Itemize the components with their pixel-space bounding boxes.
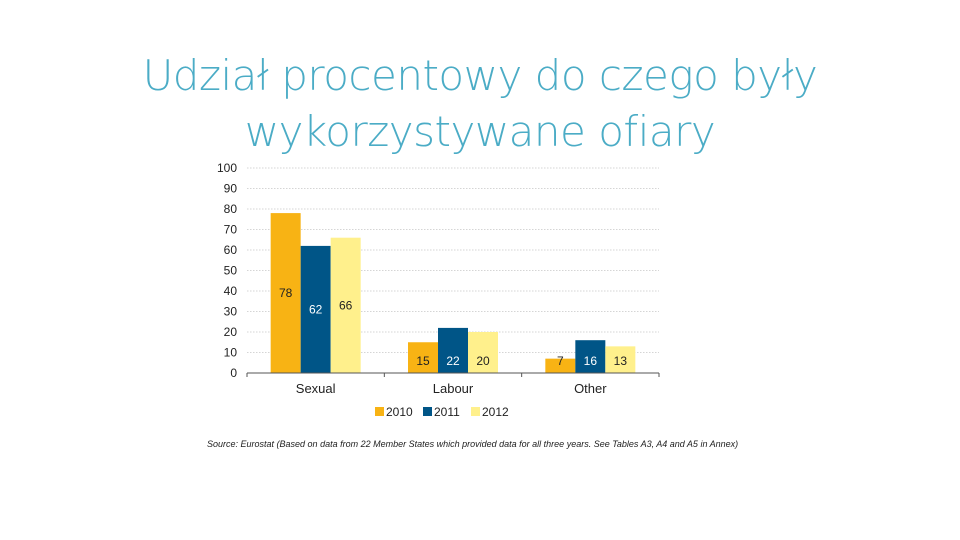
slide-title: Udział procentowy do czego były wykorzys…	[0, 48, 960, 160]
legend-label-2010: 2010	[386, 405, 413, 419]
data-label: 16	[584, 354, 598, 368]
y-tick-label: 100	[217, 161, 237, 175]
data-labels: 78 62 66 15 22 20 7 16 13	[279, 286, 627, 368]
data-label: 20	[476, 354, 490, 368]
y-tick-label: 10	[224, 346, 238, 360]
data-label: 22	[446, 354, 460, 368]
data-label: 66	[339, 298, 353, 312]
source-note: Source: Eurostat (Based on data from 22 …	[207, 439, 739, 449]
x-tick-label: Sexual	[296, 381, 336, 396]
bars	[270, 213, 636, 373]
data-label: 15	[416, 354, 430, 368]
bar-chart: 0 10 20 30 40 50 60 70 80 90 100 78 62 66 15 22 20 7 16 13…	[217, 161, 660, 419]
bar-2010-other	[545, 358, 576, 373]
legend-swatch-2012	[471, 407, 480, 416]
y-tick-label: 0	[230, 366, 237, 380]
data-label: 62	[309, 302, 323, 316]
legend-swatch-2011	[423, 407, 432, 416]
data-label: 13	[614, 354, 628, 368]
bar-2011-labour	[438, 327, 468, 373]
data-label: 7	[557, 354, 564, 368]
data-label: 78	[279, 286, 293, 300]
y-tick-label: 30	[224, 305, 238, 319]
legend-label-2011: 2011	[434, 405, 460, 419]
y-tick-label: 50	[224, 264, 238, 278]
legend-label-2012: 2012	[482, 405, 509, 419]
bar-2010-sexual	[270, 213, 301, 373]
y-tick-label: 20	[224, 325, 238, 339]
x-axis-ticks: Sexual Labour Other	[246, 373, 660, 396]
y-tick-label: 80	[224, 202, 238, 216]
bar-2012-sexual	[330, 237, 361, 373]
bar-2012-other	[605, 346, 636, 373]
slide-title-line-1: Udział procentowy do czego były	[142, 51, 818, 100]
bar-2012-labour	[468, 332, 498, 373]
y-tick-label: 70	[224, 223, 238, 237]
y-tick-label: 40	[224, 284, 238, 298]
x-tick-label: Labour	[433, 381, 474, 396]
bar-2011-sexual	[300, 245, 331, 373]
y-tick-label: 60	[224, 243, 238, 257]
slide-title-line-2: wykorzystywane ofiary	[244, 107, 716, 156]
bar-2010-labour	[408, 342, 438, 373]
y-axis-ticks: 0 10 20 30 40 50 60 70 80 90 100	[217, 161, 237, 380]
bar-2011-other	[575, 340, 606, 373]
legend: 2010 2011 2012	[375, 405, 509, 419]
y-tick-label: 90	[224, 182, 238, 196]
x-tick-label: Other	[574, 381, 607, 396]
legend-swatch-2010	[375, 407, 384, 416]
